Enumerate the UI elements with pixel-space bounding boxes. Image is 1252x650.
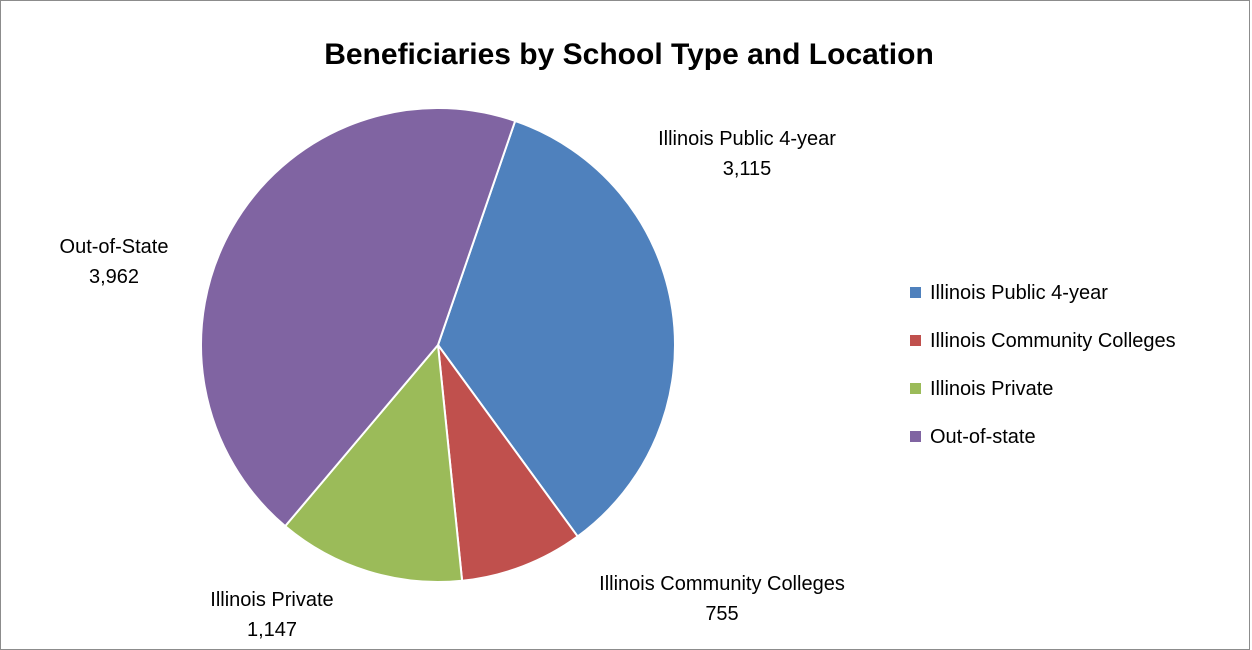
pie-slice-3 <box>283 342 464 583</box>
legend-label-2: Illinois Community Colleges <box>930 330 1176 352</box>
pie-slice-1 <box>436 119 676 538</box>
legend: Illinois Public 4-year Illinois Community… <box>910 282 1176 448</box>
legend-swatch-1 <box>910 287 921 298</box>
pie-slice-4 <box>200 107 517 528</box>
slice-label-value-2: 755 <box>705 603 738 625</box>
legend-label-4: Out-of-state <box>930 426 1036 448</box>
pie-slices <box>200 107 676 583</box>
slice-label-name-2: Illinois Community Colleges <box>599 573 845 595</box>
legend-swatch-4 <box>910 431 921 442</box>
slice-label-value-1: 3,115 <box>723 158 772 180</box>
slice-label-name-4: Out-of-State <box>60 236 169 258</box>
slice-label-value-3: 1,147 <box>247 619 297 641</box>
legend-swatch-2 <box>910 335 921 346</box>
pie-slice-2 <box>436 341 580 582</box>
slice-label-value-4: 3,962 <box>89 266 139 288</box>
legend-label-3: Illinois Private <box>930 378 1053 400</box>
legend-swatch-3 <box>910 383 921 394</box>
slice-label-name-3: Illinois Private <box>210 589 333 611</box>
chart-title: Beneficiaries by School Type and Locatio… <box>324 38 934 71</box>
slice-labels: Illinois Public 4-year 3,115 Illinois Comm… <box>60 128 845 641</box>
legend-label-1: Illinois Public 4-year <box>930 282 1108 304</box>
slice-label-name-1: Illinois Public 4-year <box>658 128 836 150</box>
